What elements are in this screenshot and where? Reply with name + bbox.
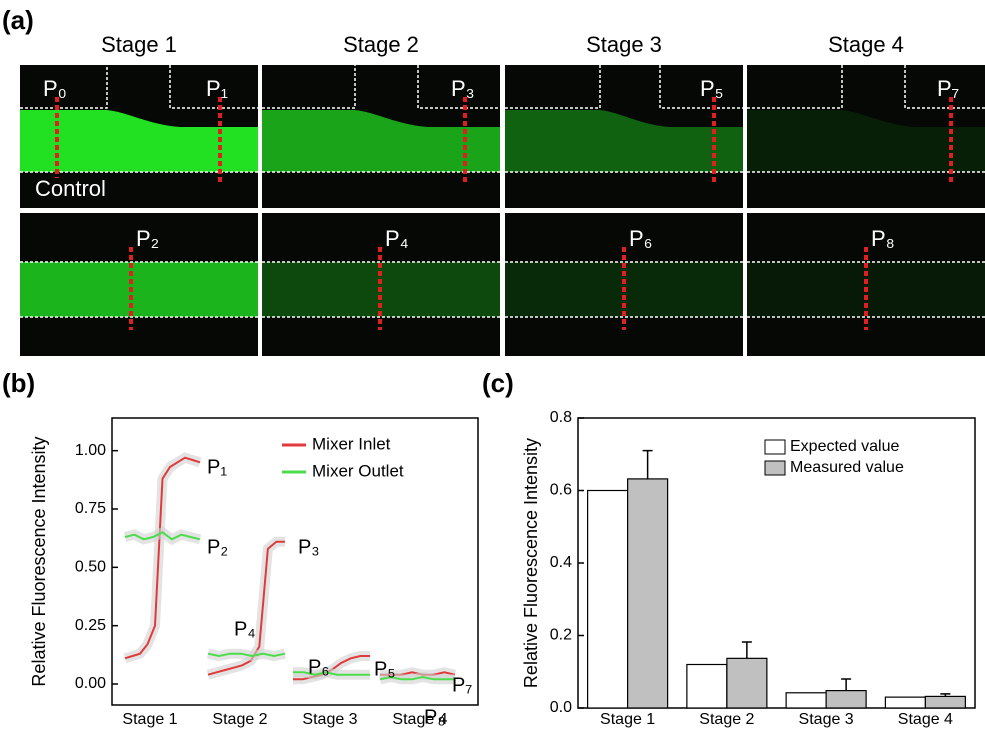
control-label: Control: [35, 176, 106, 201]
x-tick-label: Stage 4: [898, 711, 953, 728]
figure: (a) (b) (c) Stage 1 Stage 2 Stage 3 Stage 4 P₀ P…: [0, 0, 985, 733]
stage-heading: Stage 3: [586, 32, 662, 57]
error-bar: [742, 642, 752, 658]
fluid-region: [20, 262, 258, 317]
point-annotation: P₈: [424, 706, 446, 728]
legend-swatch: [765, 461, 785, 475]
y-axis-label: Relative Fluorescence Intensity: [29, 436, 49, 686]
x-tick-label: Stage 1: [600, 711, 655, 728]
y-tick-label: 0.4: [550, 554, 572, 571]
point-label: P₂: [136, 226, 159, 251]
legend-label: Expected value: [790, 438, 900, 455]
point-annotation: P₆: [308, 656, 329, 678]
point-annotation: P₄: [234, 618, 256, 640]
legend-swatch: [765, 440, 785, 454]
error-bar: [841, 679, 851, 691]
y-tick-label: 0.0: [550, 699, 572, 716]
y-tick-label: 0.2: [550, 627, 572, 644]
legend-label: Mixer Inlet: [312, 434, 391, 453]
point-label: P₀: [43, 76, 67, 101]
bar: [727, 658, 767, 708]
point-label: P₆: [629, 226, 653, 251]
panel-label: (b): [2, 368, 35, 398]
bar: [588, 491, 628, 709]
x-tick-label: Stage 2: [212, 711, 267, 728]
point-annotation: P₂: [207, 536, 228, 558]
y-tick-label: 0.50: [75, 559, 106, 576]
point-annotation: P₁: [207, 456, 227, 478]
point-label: P₃: [451, 76, 475, 101]
point-label: P₇: [937, 76, 959, 101]
point-annotation: P₇: [452, 674, 472, 696]
x-tick-label: Stage 3: [799, 711, 854, 728]
bar: [786, 693, 826, 708]
bar: [925, 696, 965, 708]
bar: [687, 665, 727, 709]
bar: [826, 691, 866, 708]
bar: [885, 697, 925, 708]
stage-heading: Stage 4: [828, 32, 904, 57]
y-tick-label: 1.00: [75, 442, 106, 459]
point-annotation: P₅: [374, 658, 395, 680]
x-tick-label: Stage 1: [122, 711, 177, 728]
error-bar: [643, 451, 653, 479]
plot-frame: [112, 418, 478, 705]
stage-heading: Stage 2: [343, 32, 419, 57]
bar: [628, 479, 668, 708]
y-axis-label: Relative Fluorescence Intensity: [521, 438, 541, 688]
point-label: P₈: [871, 226, 895, 251]
point-label: P₁: [206, 76, 228, 101]
legend-label: Measured value: [790, 459, 904, 476]
stage-heading: Stage 1: [101, 32, 177, 57]
x-tick-label: Stage 2: [699, 711, 754, 728]
y-tick-label: 0.8: [550, 409, 572, 426]
y-tick-label: 0.00: [75, 675, 106, 692]
point-label: P₅: [700, 76, 724, 101]
point-label: P₄: [385, 226, 409, 251]
y-tick-label: 0.25: [75, 617, 106, 634]
legend-label: Mixer Outlet: [312, 461, 404, 480]
panel-label: (a): [2, 5, 34, 35]
y-tick-label: 0.75: [75, 500, 106, 517]
point-annotation: P₃: [298, 536, 319, 558]
y-tick-label: 0.6: [550, 482, 572, 499]
x-tick-label: Stage 3: [302, 711, 357, 728]
panel-label: (c): [482, 368, 514, 398]
